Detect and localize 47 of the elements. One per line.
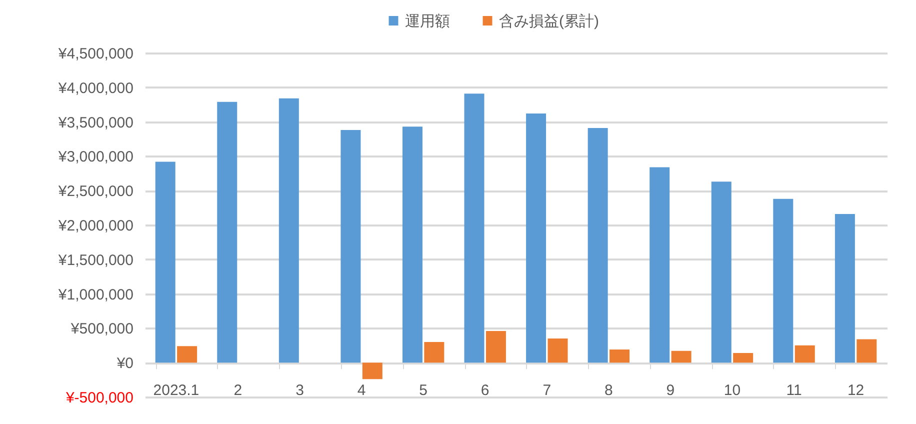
bar: [711, 182, 732, 363]
bar: [773, 198, 794, 363]
y-tick-label: ¥3,500,000: [57, 114, 134, 132]
y-tick-label: ¥2,000,000: [57, 218, 134, 234]
y-tick-label: ¥0: [116, 355, 134, 372]
bar: [217, 102, 238, 363]
bar: [794, 345, 815, 363]
bar: [548, 338, 568, 363]
x-tick-label: 9: [666, 382, 675, 400]
x-tick-label: 7: [542, 382, 552, 400]
y-tick-label: ¥1,000,000: [57, 286, 134, 304]
bar: [362, 362, 382, 380]
bar: [486, 330, 506, 363]
x-tick-label: 5: [419, 382, 428, 400]
bar: [402, 126, 422, 363]
x-tick-label: 4: [357, 382, 366, 400]
y-tick-label: ¥500,000: [70, 320, 134, 338]
bar: [424, 342, 444, 363]
bar: [671, 350, 692, 363]
y-tick-label: ¥-500,000: [64, 390, 134, 406]
x-tick-label: 10: [724, 382, 741, 400]
bar: [650, 167, 670, 363]
x-tick-label: 8: [604, 382, 613, 400]
x-tick-label: 3: [296, 382, 304, 400]
y-tick-label: ¥3,000,000: [57, 148, 134, 166]
bar: [610, 350, 630, 363]
y-tick-label: ¥4,500,000: [57, 46, 134, 62]
bar: [177, 346, 198, 363]
legend-label: 含み損益(累計): [499, 12, 599, 30]
bar: [464, 94, 484, 363]
bar: [588, 128, 608, 363]
bar: [340, 130, 361, 363]
x-tick-label: 2: [234, 382, 242, 400]
y-tick-label: ¥4,000,000: [57, 80, 134, 97]
legend-label: 運用額: [405, 12, 450, 30]
y-tick-label: ¥1,500,000: [57, 252, 134, 269]
x-tick-label: 11: [786, 382, 802, 400]
bar: [856, 339, 877, 363]
bar: [733, 352, 754, 363]
bar: [278, 98, 299, 363]
y-tick-label: ¥2,500,000: [57, 183, 134, 200]
x-tick-label: 12: [847, 382, 864, 400]
bar: [834, 214, 855, 363]
bar: [155, 162, 176, 363]
x-tick-label: 2023.1: [153, 382, 200, 400]
x-tick-label: 6: [480, 382, 490, 400]
bar: [526, 114, 546, 363]
